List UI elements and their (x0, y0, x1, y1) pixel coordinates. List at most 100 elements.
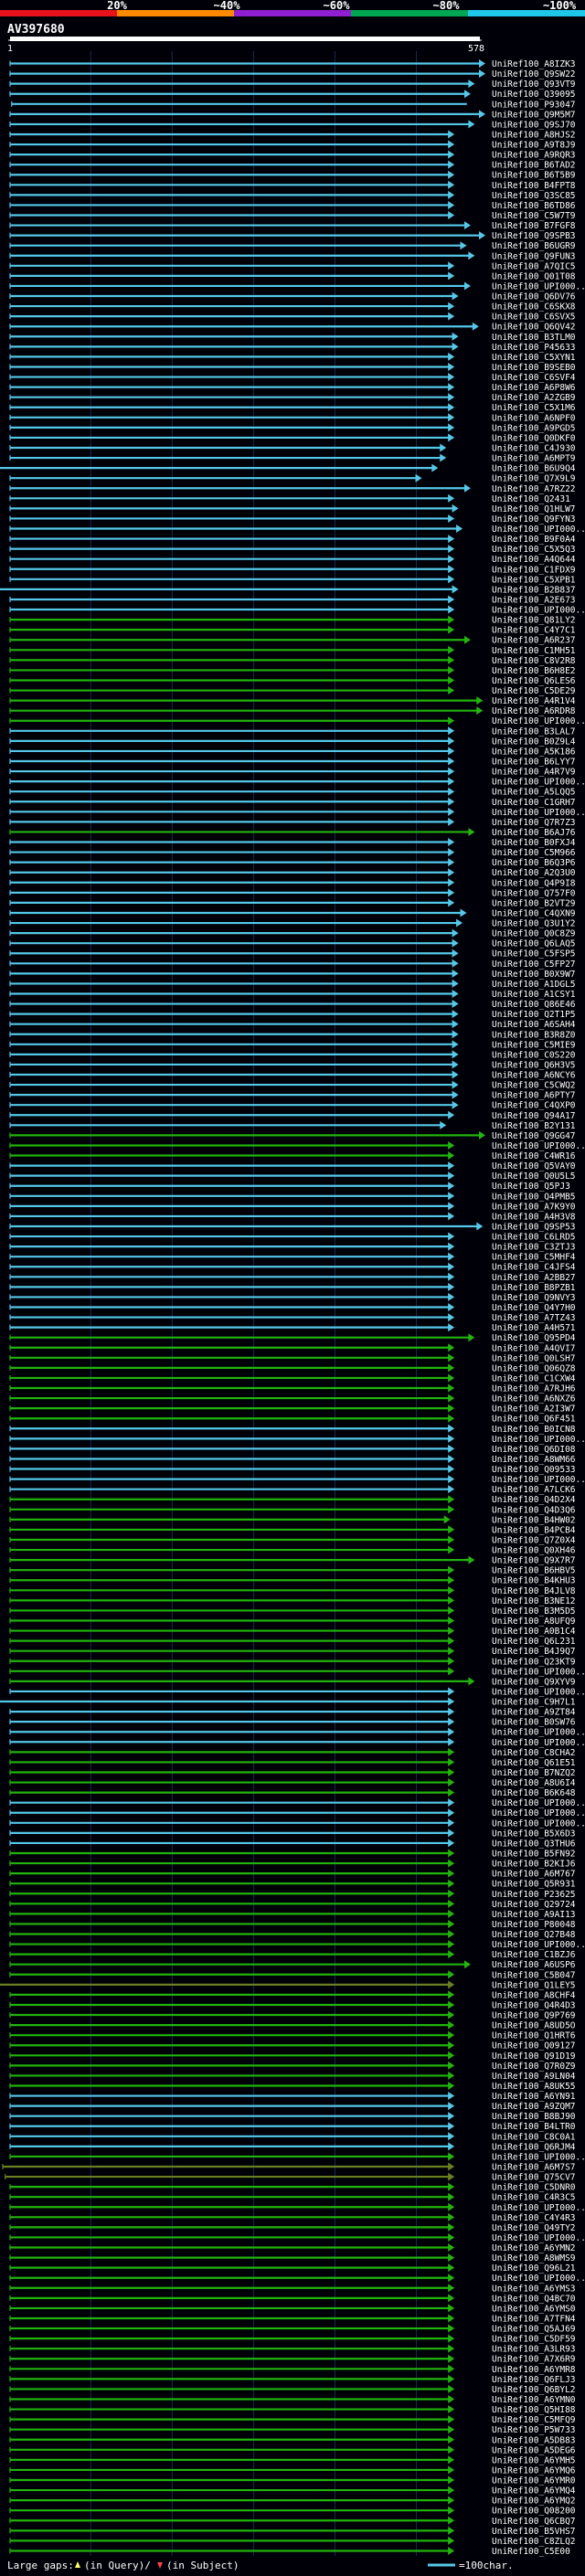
hit-label[interactable]: UniRef100_Q9X7R7 (492, 1556, 576, 1566)
hit-row[interactable]: UniRef100_A6YMR8 (9, 2364, 576, 2375)
hit-label[interactable]: UniRef100_Q27B48 (492, 1930, 576, 1940)
hit-label[interactable]: UniRef100_B5VHS7 (492, 2527, 576, 2537)
hit-label[interactable]: UniRef100_A8U6I4 (492, 1778, 576, 1788)
hit-row[interactable]: UniRef100_UPI000... (9, 807, 585, 818)
hit-label[interactable]: UniRef100_B8BJ90 (492, 2112, 576, 2122)
hit-row[interactable]: UniRef100_C6SVF4 (9, 373, 576, 383)
hit-row[interactable]: UniRef100_A9ZQM7 (9, 2102, 576, 2112)
hit-row[interactable]: UniRef100_Q0C8Z9 (9, 928, 576, 939)
hit-row[interactable]: UniRef100_Q9SJ70 (9, 120, 576, 130)
hit-label[interactable]: UniRef100_C5MIE9 (492, 1040, 576, 1050)
hit-label[interactable]: UniRef100_A6NXZ6 (492, 1394, 576, 1405)
hit-row[interactable]: UniRef100_A2BB27 (9, 1272, 576, 1283)
hit-label[interactable]: UniRef100_B6UGR9 (492, 241, 576, 251)
hit-row[interactable]: UniRef100_A4H571 (9, 1323, 576, 1333)
hit-row[interactable]: UniRef100_UPI000... (9, 605, 585, 616)
hit-label[interactable]: UniRef100_A7RZ22 (492, 484, 576, 494)
hit-label[interactable]: UniRef100_C8C0A1 (492, 2132, 576, 2142)
hit-row[interactable]: UniRef100_Q86E46 (9, 1000, 576, 1010)
hit-row[interactable]: UniRef100_UPI000... (9, 716, 585, 726)
hit-row[interactable]: UniRef100_C9H7L1 (0, 1697, 576, 1708)
hit-label[interactable]: UniRef100_C4Y7C1 (492, 626, 576, 636)
hit-label[interactable]: UniRef100_A6YMR8 (492, 2365, 576, 2375)
hit-row[interactable]: UniRef100_Q91D19 (9, 2051, 576, 2062)
hit-row[interactable]: UniRef100_B8PZB1 (9, 1282, 576, 1293)
hit-row[interactable]: UniRef100_Q9P769 (9, 2010, 576, 2021)
hit-row[interactable]: UniRef100_C4QXN9 (9, 908, 576, 918)
hit-label[interactable]: UniRef100_A8HJS2 (492, 130, 576, 140)
hit-label[interactable]: UniRef100_UPI000... (492, 716, 585, 726)
hit-row[interactable]: UniRef100_B4LTR0 (9, 2122, 576, 2132)
hit-label[interactable]: UniRef100_Q39095 (492, 90, 576, 100)
hit-row[interactable]: UniRef100_C4WR16 (9, 1151, 576, 1161)
hit-row[interactable]: UniRef100_C5MHF4 (9, 1252, 576, 1263)
hit-row[interactable]: UniRef100_Q7X9L9 (9, 473, 576, 484)
hit-row[interactable]: UniRef100_UPI000... (9, 1140, 585, 1151)
hit-label[interactable]: UniRef100_A6YMS0 (492, 2304, 576, 2314)
hit-label[interactable]: UniRef100_C6LRD5 (492, 1233, 576, 1243)
hit-label[interactable]: UniRef100_Q3SC85 (492, 191, 576, 201)
hit-label[interactable]: UniRef100_Q49TY2 (492, 2223, 576, 2233)
hit-label[interactable]: UniRef100_Q9FUN3 (492, 251, 576, 261)
hit-label[interactable]: UniRef100_A6YMQ2 (492, 2496, 576, 2507)
hit-label[interactable]: UniRef100_P45633 (492, 343, 576, 353)
hit-label[interactable]: UniRef100_C4WR16 (492, 1151, 576, 1161)
hit-row[interactable]: UniRef100_B3TLM0 (9, 332, 576, 343)
hit-row[interactable]: UniRef100_Q4D3Q6 (9, 1505, 576, 1515)
hit-label[interactable]: UniRef100_Q3THU6 (492, 1839, 576, 1849)
hit-label[interactable]: UniRef100_A2ZGB9 (492, 393, 576, 403)
hit-label[interactable]: UniRef100_UPI000... (492, 1141, 585, 1151)
hit-row[interactable]: UniRef100_C6LRD5 (9, 1232, 576, 1243)
hit-label[interactable]: UniRef100_A6M7S7 (492, 2163, 576, 2173)
hit-label[interactable]: UniRef100_B6LYY7 (492, 758, 576, 768)
hit-row[interactable]: UniRef100_Q9M5M7 (9, 110, 576, 120)
hit-row[interactable]: UniRef100_A8UK55 (9, 2081, 576, 2092)
hit-label[interactable]: UniRef100_A9PGD5 (492, 423, 576, 433)
hit-row[interactable]: UniRef100_A9LN04 (9, 2071, 576, 2082)
hit-row[interactable]: UniRef100_A9RQR3 (9, 150, 576, 161)
hit-row[interactable]: UniRef100_Q2431 (9, 493, 570, 504)
hit-row[interactable]: UniRef100_A6YMH5 (9, 2455, 576, 2465)
hit-label[interactable]: UniRef100_UPI000... (492, 778, 585, 788)
hit-label[interactable]: UniRef100_B3M5D5 (492, 1606, 576, 1617)
hit-label[interactable]: UniRef100_Q06QZ8 (492, 1363, 576, 1373)
hit-row[interactable]: UniRef100_Q81LY2 (9, 615, 576, 626)
hit-row[interactable]: UniRef100_Q4BC70 (9, 2294, 576, 2304)
hit-label[interactable]: UniRef100_Q7Z0X4 (492, 1535, 576, 1545)
hit-row[interactable]: UniRef100_B6TD86 (9, 200, 576, 211)
hit-label[interactable]: UniRef100_C5XYN1 (492, 353, 576, 363)
hit-row[interactable]: UniRef100_UPI000... (9, 1475, 585, 1485)
hit-label[interactable]: UniRef100_A6M767 (492, 1870, 576, 1880)
hit-label[interactable]: UniRef100_Q93VT9 (492, 80, 576, 90)
hit-row[interactable]: UniRef100_Q6CBQ7 (9, 2516, 576, 2527)
hit-row[interactable]: UniRef100_A8UD5O (9, 2020, 576, 2031)
hit-label[interactable]: UniRef100_C5DE29 (492, 686, 576, 696)
hit-row[interactable]: UniRef100_A6YMR0 (9, 2475, 576, 2486)
hit-label[interactable]: UniRef100_A5LQQ5 (492, 788, 576, 798)
hit-row[interactable]: UniRef100_C4QXP0 (9, 1100, 576, 1111)
hit-label[interactable]: UniRef100_B3R8Z0 (492, 1030, 576, 1040)
hit-label[interactable]: UniRef100_C5X1M6 (492, 403, 576, 413)
hit-label[interactable]: UniRef100_C1GRH7 (492, 798, 576, 808)
hit-label[interactable]: UniRef100_UPI000... (492, 1435, 585, 1445)
hit-label[interactable]: UniRef100_C6SKX8 (492, 302, 576, 313)
hit-label[interactable]: UniRef100_A6YMH5 (492, 2455, 576, 2465)
hit-label[interactable]: UniRef100_Q6CBQ7 (492, 2517, 576, 2527)
hit-label[interactable]: UniRef100_B3TLM0 (492, 333, 576, 343)
hit-row[interactable]: UniRef100_Q6BYL2 (9, 2384, 576, 2395)
hit-row[interactable]: UniRef100_C5DNR0 (9, 2182, 576, 2193)
hit-row[interactable]: UniRef100_Q0LSH7 (9, 1353, 576, 1363)
hit-row[interactable]: UniRef100_B9SEB0 (9, 362, 576, 373)
hit-label[interactable]: UniRef100_Q08200 (492, 2507, 576, 2517)
hit-label[interactable]: UniRef100_Q3U1Y2 (492, 919, 576, 929)
hit-label[interactable]: UniRef100_C4J930 (492, 443, 576, 453)
hit-row[interactable]: UniRef100_Q5AJ69 (9, 2324, 576, 2335)
hit-label[interactable]: UniRef100_Q7R7Z3 (492, 818, 576, 828)
hit-label[interactable]: UniRef100_UPI000... (492, 808, 585, 818)
hit-label[interactable]: UniRef100_UPI000... (492, 1818, 585, 1829)
hit-row[interactable]: UniRef100_C5X5Q3 (9, 545, 576, 555)
hit-label[interactable]: UniRef100_C1FDX9 (492, 565, 576, 575)
hit-row[interactable]: UniRef100_A6YN91 (9, 2092, 576, 2102)
hit-label[interactable]: UniRef100_C5W7T9 (492, 211, 576, 221)
hit-label[interactable]: UniRef100_B0SW76 (492, 1718, 576, 1728)
